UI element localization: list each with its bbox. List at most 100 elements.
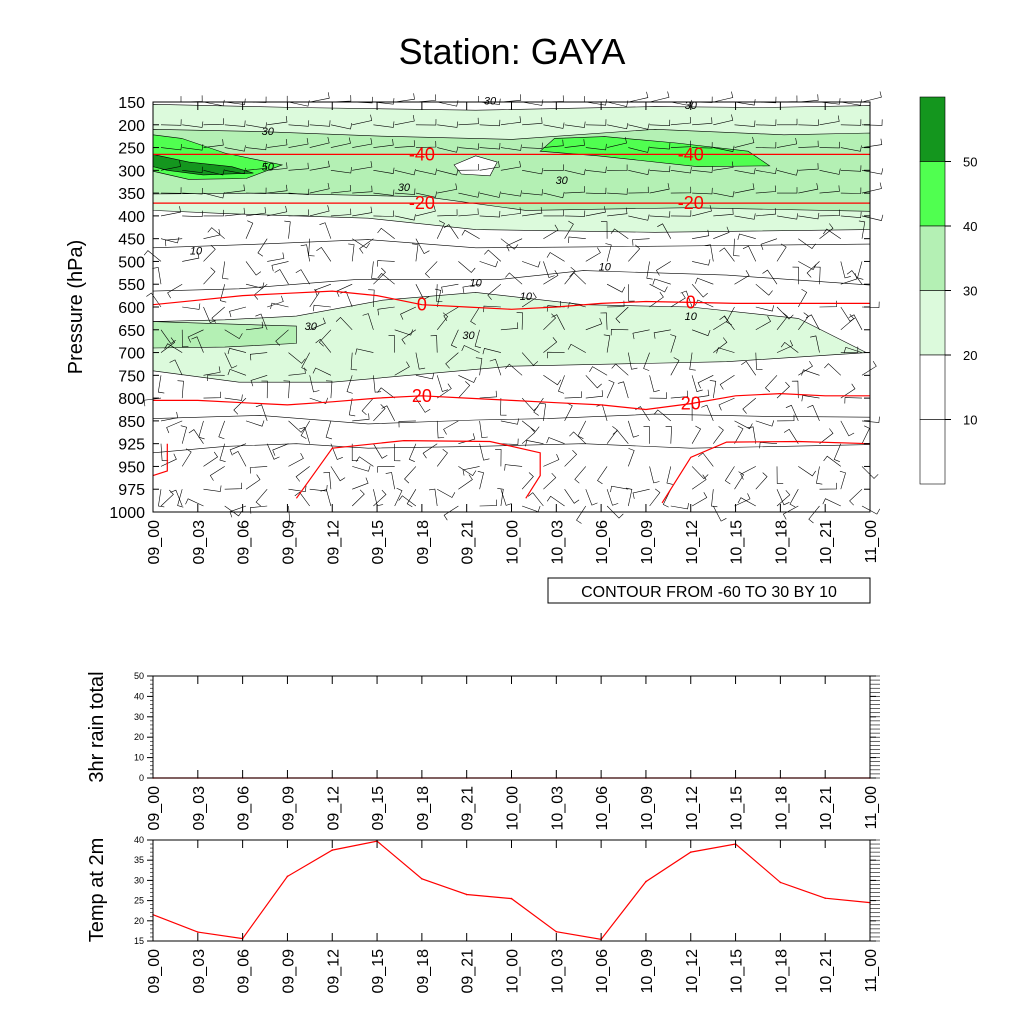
wind-barb <box>759 442 778 449</box>
wind-barb <box>543 224 559 239</box>
wind-barb <box>808 505 820 524</box>
wind-barb <box>436 375 449 392</box>
wind-barb <box>857 261 864 280</box>
pressure-tick-label: 950 <box>118 459 145 476</box>
wind-barb <box>777 118 798 126</box>
wind-barb <box>719 315 735 330</box>
wind-barb <box>288 100 310 107</box>
wind-barb <box>203 267 216 285</box>
wind-barb <box>653 409 671 422</box>
temp-time-tick-label: 09_18 <box>415 949 432 994</box>
wind-barb <box>798 360 813 376</box>
rain-time-tick-label: 10_00 <box>505 786 522 831</box>
wind-barb <box>479 161 500 171</box>
wind-barb <box>597 466 608 485</box>
pressure-tick-label: 400 <box>118 209 145 226</box>
wind-barb <box>462 466 480 476</box>
wind-barb <box>734 99 756 106</box>
wind-barb <box>713 145 735 152</box>
wind-barb <box>428 488 438 507</box>
wind-barb <box>272 443 289 456</box>
wind-barb <box>500 116 522 126</box>
wind-barb <box>576 505 587 524</box>
wind-barb <box>437 488 456 498</box>
wind-barb <box>266 443 280 460</box>
wind-barb <box>718 397 735 411</box>
wind-barb <box>377 260 395 267</box>
speed-contour-0 <box>152 239 871 249</box>
wind-barb <box>412 243 419 262</box>
wind-barb <box>352 138 373 148</box>
wind-barb <box>181 329 189 348</box>
wind-barb <box>521 397 539 412</box>
wind-barb <box>160 143 182 151</box>
temp-time-tick-label: 10_18 <box>773 949 790 994</box>
wind-barb <box>755 167 777 175</box>
y-tick-label: 20 <box>134 732 144 742</box>
wind-barb <box>719 247 735 262</box>
shading-calm-pocket <box>453 155 498 177</box>
wind-barb <box>373 375 382 393</box>
colorbar-box <box>919 290 946 356</box>
wind-barb <box>309 205 330 217</box>
wind-barb <box>628 186 649 194</box>
wind-barb <box>373 139 394 148</box>
wind-barb <box>415 94 437 103</box>
colorbar-label: 40 <box>963 219 977 234</box>
wind-barb <box>300 244 310 262</box>
wind-barb <box>607 122 629 130</box>
wind-barb <box>415 119 437 126</box>
wind-barb <box>805 314 820 330</box>
wind-barb <box>755 141 777 149</box>
wind-barb <box>182 166 204 174</box>
wind-barb <box>585 99 607 106</box>
wind-barb <box>716 347 735 354</box>
wind-barb <box>185 498 204 507</box>
wind-barb <box>713 190 735 198</box>
y-tick-label: 30 <box>134 712 144 722</box>
wind-barb <box>143 397 162 407</box>
wind-barb <box>649 283 668 293</box>
wind-barb <box>436 284 443 302</box>
wind-barb <box>245 474 261 490</box>
wind-barb <box>177 380 184 399</box>
wind-barb <box>371 261 378 280</box>
speed-contour-label: 10 <box>520 291 533 303</box>
wind-barb <box>394 169 416 176</box>
wind-barb <box>461 229 480 239</box>
speed-contour-label: 10 <box>685 311 698 323</box>
wind-barb <box>203 118 224 126</box>
rain-plot-frame <box>152 675 871 779</box>
time-tick-label: 10_21 <box>818 520 835 565</box>
temp-time-tick-label: 09_06 <box>236 949 253 994</box>
colorbar-box <box>919 419 946 485</box>
colorbar-label: 30 <box>963 284 977 299</box>
wind-barb <box>479 420 488 439</box>
wind-barb <box>314 283 332 296</box>
temp-time-tick-label: 09_03 <box>191 949 208 994</box>
wind-barb <box>319 222 332 239</box>
pressure-tick-label: 200 <box>118 118 145 135</box>
wind-barb <box>394 443 401 462</box>
wind-barb <box>840 314 855 331</box>
wind-barb <box>180 425 187 444</box>
wind-barb <box>844 397 863 404</box>
wind-barb <box>373 167 395 174</box>
rain-y-axis: 0 10 20 30 40 50 <box>134 671 880 783</box>
wind-barb <box>692 389 710 399</box>
wind-barb <box>776 169 799 176</box>
wind-barb <box>734 136 755 148</box>
surface-temp-contour-1 <box>295 439 541 499</box>
y-tick-label: 0 <box>139 773 144 783</box>
wind-barb <box>695 277 714 285</box>
wind-barb <box>691 466 709 480</box>
wind-barb <box>373 189 395 196</box>
speed-contour-label: 10 <box>599 262 612 274</box>
wind-barb <box>373 267 386 285</box>
time-tick-label: 10_09 <box>639 520 656 565</box>
pressure-tick-label: 800 <box>118 391 145 408</box>
wind-barb <box>840 211 862 219</box>
wind-barb <box>577 420 587 439</box>
wind-barb <box>249 466 268 474</box>
